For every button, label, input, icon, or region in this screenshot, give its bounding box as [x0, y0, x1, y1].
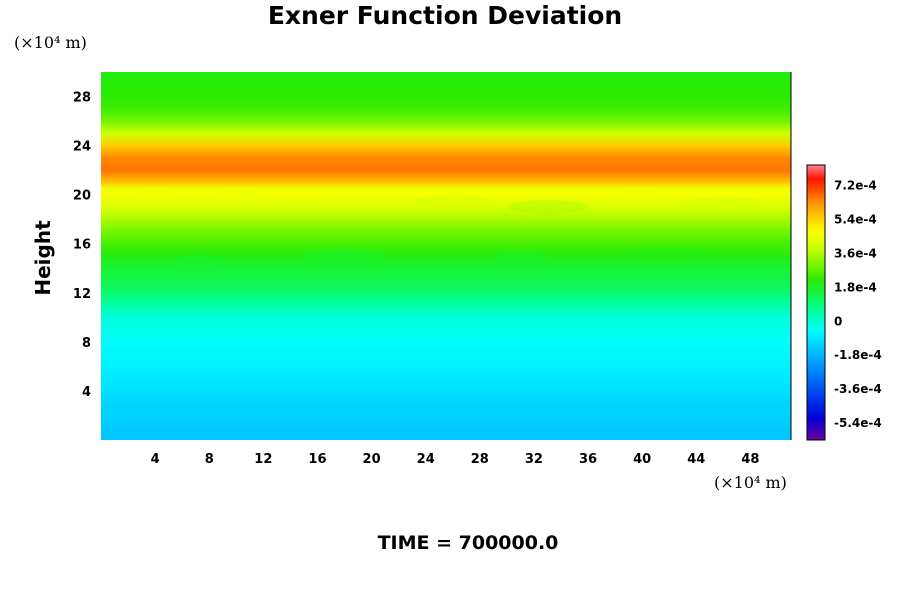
x-tick-label: 40: [633, 452, 651, 467]
x-tick-label: 16: [308, 452, 326, 467]
y-unit-label: (×10⁴ m): [14, 33, 87, 52]
field-variation: [615, 190, 670, 205]
field-variation: [168, 255, 223, 270]
x-tick-labels: 4 8 12 16 20 24 28 32 36 40 44 48: [151, 452, 760, 467]
field-variation: [209, 190, 264, 205]
chart-title: Exner Function Deviation: [268, 1, 622, 30]
y-tick-label: 8: [82, 336, 91, 351]
x-tick-label: 24: [417, 452, 435, 467]
x-tick-label: 4: [151, 452, 160, 467]
colorbar: 7.2e-4 5.4e-4 3.6e-4 1.8e-4 0 -1.8e-4 -3.6e-4 -…: [806, 164, 882, 441]
field-variation: [303, 249, 386, 263]
heatmap-field: [101, 72, 791, 440]
y-tick-label: 28: [73, 91, 91, 106]
colorbar-tick-label: -1.8e-4: [834, 348, 882, 362]
colorbar-tick-labels: 7.2e-4 5.4e-4 3.6e-4 1.8e-4 0 -1.8e-4 -3.6e-4 -…: [834, 179, 882, 430]
x-tick-label: 20: [363, 452, 381, 467]
colorbar-tick-label: -5.4e-4: [834, 416, 882, 430]
field-variation: [114, 191, 196, 206]
colorbar-tick-label: 1.8e-4: [834, 280, 877, 294]
field-variation: [682, 196, 764, 211]
heatmap-variations: [114, 190, 764, 270]
colorbar-tick-label: 3.6e-4: [834, 247, 877, 261]
y-axis-label: Height: [31, 220, 55, 296]
field-variation: [628, 246, 710, 261]
x-tick-label: 44: [687, 452, 705, 467]
colorbar-tick-label: 7.2e-4: [834, 179, 877, 193]
colorbar-tick-label: -3.6e-4: [834, 382, 882, 396]
x-tick-label: 8: [205, 452, 214, 467]
y-unit-text: (×10⁴ m): [14, 33, 87, 52]
x-tick-label: 36: [579, 452, 597, 467]
plot-area: [101, 72, 791, 440]
colorbar-tick-label: 5.4e-4: [834, 213, 877, 227]
field-variation: [412, 195, 494, 210]
colorbar-tick-label: 0: [834, 314, 842, 328]
field-variation: [493, 251, 548, 266]
y-tick-label: 16: [73, 238, 91, 253]
time-annotation: TIME = 700000.0: [378, 532, 559, 554]
field-variation: [506, 199, 589, 214]
y-tick-label: 20: [73, 189, 91, 204]
x-unit-text: (×10⁴ m): [714, 473, 787, 492]
y-tick-label: 12: [73, 287, 91, 302]
field-variation: [317, 192, 426, 207]
y-tick-label: 4: [82, 385, 91, 400]
colorbar-body: [806, 164, 826, 441]
y-tick-labels: 4 8 12 16 20 24 28: [73, 91, 91, 400]
x-tick-label: 48: [741, 452, 759, 467]
x-tick-label: 32: [525, 452, 543, 467]
y-tick-label: 24: [73, 140, 91, 155]
x-tick-label: 12: [254, 452, 272, 467]
x-unit-label: (×10⁴ m): [714, 473, 787, 492]
x-tick-label: 28: [471, 452, 489, 467]
